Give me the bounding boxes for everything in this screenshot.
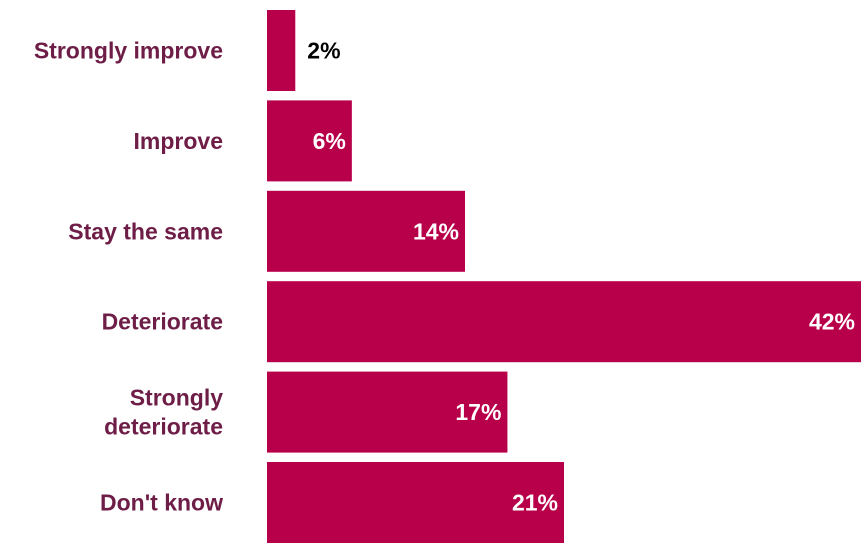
- value-label: 21%: [512, 490, 558, 516]
- value-label: 42%: [809, 309, 855, 335]
- bar: [267, 190, 465, 272]
- bar: [267, 371, 508, 453]
- category-label: Strongly improve: [34, 38, 223, 64]
- value-label: 17%: [455, 399, 501, 425]
- bar: [267, 281, 861, 363]
- value-label: 2%: [307, 38, 340, 64]
- value-label: 14%: [413, 218, 459, 244]
- category-label: Don't know: [100, 490, 223, 516]
- category-label: Deteriorate: [102, 309, 223, 335]
- value-label: 6%: [313, 128, 346, 154]
- category-label: Improve: [134, 128, 223, 154]
- category-label: Stay the same: [68, 218, 223, 244]
- bar: [267, 10, 296, 91]
- bar: [267, 462, 564, 543]
- category-label: Strongly deteriorate: [104, 385, 223, 440]
- bar: [267, 100, 352, 182]
